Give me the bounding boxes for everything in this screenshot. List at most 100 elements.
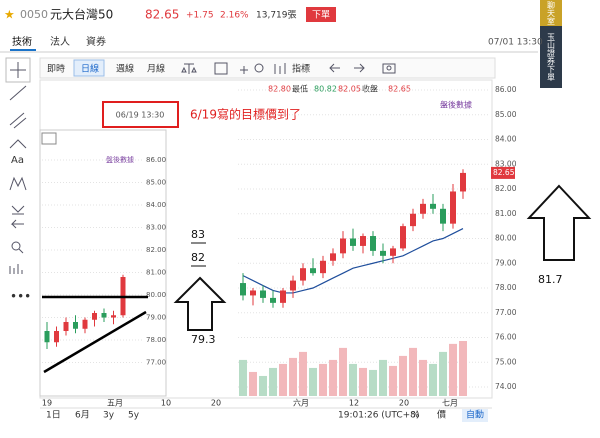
candle-body bbox=[320, 260, 326, 274]
y-tick-label: 78.00 bbox=[495, 283, 517, 292]
more-tool[interactable]: ••• bbox=[10, 290, 31, 304]
moving-average bbox=[242, 228, 464, 294]
percent-toggle[interactable]: % bbox=[411, 411, 420, 421]
target: 83 bbox=[191, 228, 205, 241]
tab[interactable]: 法人 bbox=[50, 35, 70, 48]
volume-bar bbox=[389, 365, 397, 396]
price-toggle[interactable]: 價 bbox=[437, 410, 446, 421]
order-button-label[interactable]: 下單 bbox=[312, 10, 330, 21]
auto-button[interactable] bbox=[462, 409, 488, 422]
x-label: 12 bbox=[349, 399, 359, 408]
up-arrow bbox=[526, 184, 592, 261]
x-label: 七月 bbox=[442, 399, 458, 408]
inset-frame bbox=[39, 129, 167, 397]
inset-body bbox=[101, 313, 107, 318]
inset-tick-label: 78.00 bbox=[146, 336, 166, 344]
order-button[interactable] bbox=[306, 7, 336, 22]
target: 82 bbox=[191, 251, 205, 264]
volume: 13,719張 bbox=[256, 10, 297, 21]
last-price-tag bbox=[491, 166, 515, 179]
volume-bar bbox=[459, 341, 467, 396]
inset-time: 06/19 13:30 bbox=[116, 111, 165, 120]
range[interactable]: 3y bbox=[103, 411, 115, 421]
volume-bar bbox=[429, 363, 437, 396]
toolbar-icons[interactable] bbox=[181, 62, 396, 75]
range[interactable]: 1日 bbox=[46, 410, 61, 421]
info-open: 82.05 bbox=[338, 85, 361, 94]
candle-body bbox=[340, 238, 346, 254]
volume-bar bbox=[349, 363, 357, 396]
tab[interactable]: 技術 bbox=[12, 35, 32, 48]
candle-body bbox=[410, 213, 416, 227]
volume-bar bbox=[299, 351, 307, 396]
candle-body bbox=[270, 297, 276, 303]
last-price-label: 82.65 bbox=[493, 168, 515, 177]
candle-body bbox=[420, 203, 426, 214]
indicator[interactable]: 指標 bbox=[292, 63, 310, 75]
volume-bar bbox=[239, 359, 247, 396]
volume-bar bbox=[279, 363, 287, 396]
text-tool[interactable]: Aa bbox=[11, 155, 24, 166]
volume-bar bbox=[309, 367, 317, 396]
range[interactable]: 6月 bbox=[75, 410, 90, 421]
star[interactable]: ★ bbox=[4, 8, 15, 22]
price: 82.65 bbox=[145, 8, 179, 22]
period[interactable]: 週線 bbox=[116, 63, 134, 75]
candle-body bbox=[240, 283, 246, 296]
tab-indicator bbox=[10, 49, 36, 51]
inset-body bbox=[73, 322, 78, 329]
info-close: 82.65 bbox=[388, 85, 411, 94]
timestamp: 07/01 13:30 bbox=[488, 38, 543, 48]
inset-tick-label: 80.00 bbox=[146, 291, 166, 299]
x-label: 19 bbox=[42, 399, 52, 408]
volume-bar bbox=[369, 369, 377, 396]
chat-strip[interactable] bbox=[540, 0, 562, 26]
period[interactable]: 月線 bbox=[147, 63, 165, 75]
volume-bar bbox=[269, 367, 277, 396]
inset-tick-label: 79.00 bbox=[146, 314, 166, 322]
y-tick-label: 86.00 bbox=[495, 85, 517, 94]
y-tick-label: 85.00 bbox=[495, 110, 517, 119]
broker-strip[interactable] bbox=[540, 26, 562, 88]
clock: 19:01:26 (UTC+8) bbox=[338, 411, 419, 421]
info-low: 80.82 bbox=[314, 85, 337, 94]
candle-body bbox=[350, 238, 356, 246]
inset-body bbox=[111, 315, 116, 318]
inset-body bbox=[44, 331, 50, 343]
x-label: 20 bbox=[399, 399, 409, 408]
volume-bar bbox=[399, 355, 407, 396]
y-tick-label: 83.00 bbox=[495, 159, 517, 168]
tool-icons[interactable] bbox=[9, 62, 27, 274]
candle-body bbox=[400, 226, 406, 249]
candle-body bbox=[310, 268, 316, 274]
period[interactable]: 日線 bbox=[81, 63, 99, 75]
inset-tick-label: 83.00 bbox=[146, 224, 166, 232]
y-tick-label: 74.00 bbox=[495, 382, 517, 391]
candle-body bbox=[370, 236, 376, 251]
volume-bar bbox=[359, 367, 367, 396]
tab[interactable]: 資券 bbox=[86, 35, 106, 48]
after-hours[interactable]: 盤後數據 bbox=[440, 100, 472, 110]
candle-body bbox=[430, 203, 436, 209]
x-label: 10 bbox=[161, 399, 171, 408]
stock-name: 元大台灣50 bbox=[50, 7, 113, 22]
x-label: 20 bbox=[211, 399, 221, 408]
base-level: 79.3 bbox=[191, 333, 216, 346]
period[interactable]: 即時 bbox=[47, 64, 65, 75]
chat-label[interactable]: 聊天室 bbox=[547, 1, 556, 25]
y-tick-label: 82.00 bbox=[495, 184, 517, 193]
y-tick-label: 76.00 bbox=[495, 333, 517, 342]
broker-label[interactable]: 玉山證券下單 bbox=[547, 33, 556, 81]
candle-body bbox=[390, 248, 396, 256]
info-close-label: 收盤 bbox=[362, 84, 378, 94]
volume-bar bbox=[289, 357, 297, 396]
range[interactable]: 5y bbox=[128, 411, 140, 421]
inset-tick-label: 84.00 bbox=[146, 201, 166, 209]
auto-label[interactable]: 自動 bbox=[466, 409, 484, 421]
toolbar bbox=[39, 57, 496, 79]
inset-body bbox=[92, 313, 97, 320]
candle-body bbox=[290, 280, 296, 291]
camera-icon[interactable] bbox=[41, 132, 57, 145]
candle-body bbox=[460, 172, 466, 192]
